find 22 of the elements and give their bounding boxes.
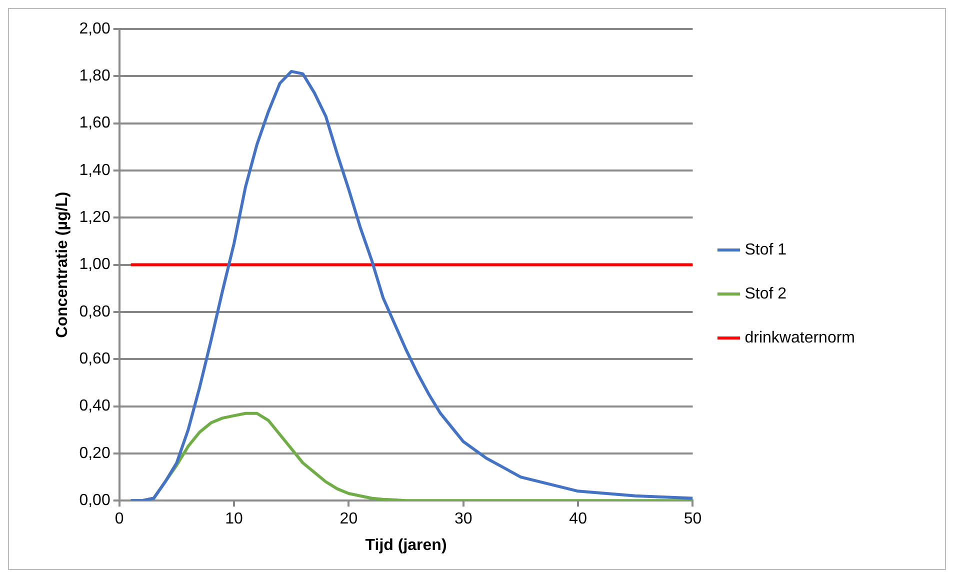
y-tick-label: 0,20 — [79, 444, 110, 462]
y-tick-label: 0,80 — [79, 303, 110, 320]
x-axis-title: Tijd (jaren) — [365, 536, 447, 554]
x-tick-label: 40 — [569, 510, 588, 528]
y-axis-title: Concentratie (µg/L) — [54, 192, 72, 338]
x-tick-label: 0 — [114, 510, 124, 528]
x-tick-label: 50 — [684, 510, 702, 528]
legend-label: Stof 1 — [744, 241, 787, 258]
y-tick-label: 1,60 — [79, 114, 110, 132]
legend-label: Stof 2 — [744, 285, 787, 302]
y-tick-label: 0,40 — [79, 398, 110, 415]
y-tick-label: 1,80 — [79, 68, 110, 85]
y-tick-label: 1,40 — [79, 162, 110, 179]
legend-label: drinkwaternorm — [744, 329, 856, 346]
x-tick-label: 20 — [340, 510, 358, 528]
y-tick-label: 1,20 — [79, 209, 110, 226]
x-tick-label: 30 — [454, 510, 472, 528]
y-tick-label: 1,00 — [79, 256, 110, 274]
x-tick-label: 10 — [225, 510, 244, 528]
y-tick-label: 0,60 — [79, 350, 110, 368]
y-tick-label: 0,00 — [79, 492, 110, 510]
y-tick-label: 2,00 — [79, 20, 110, 38]
